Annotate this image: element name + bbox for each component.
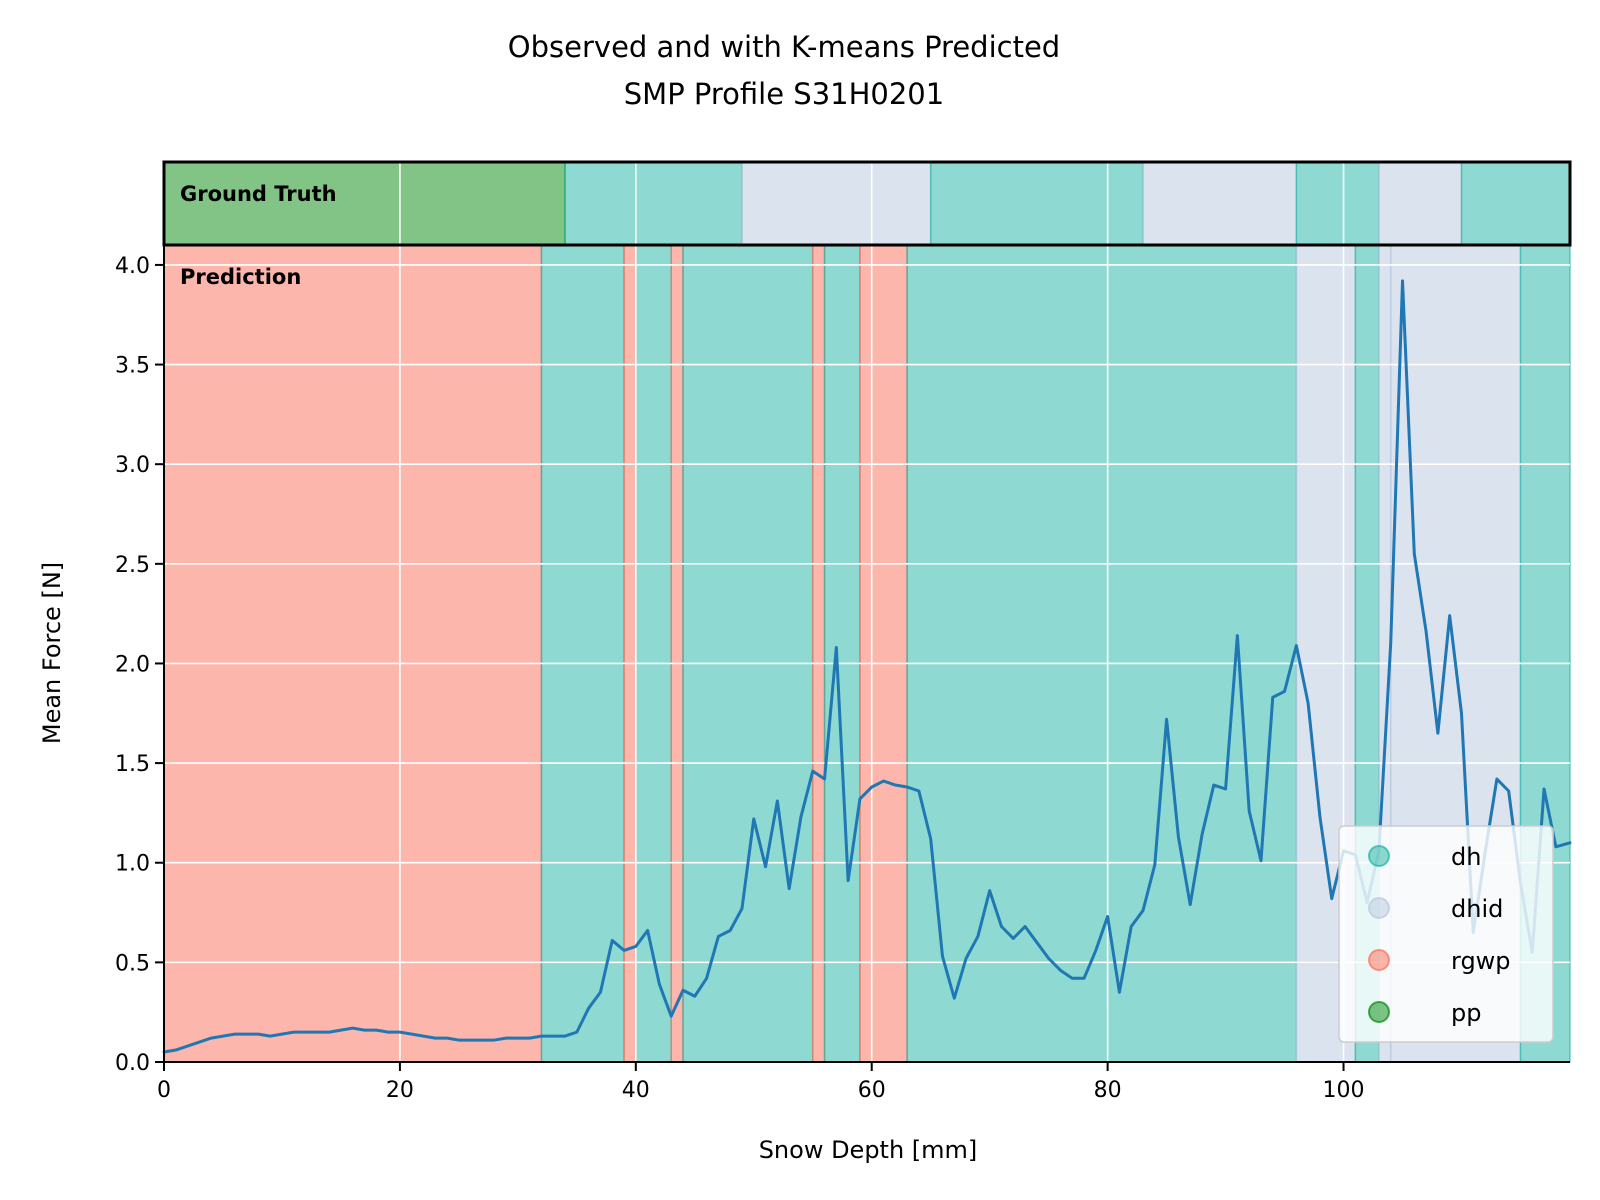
legend-marker-pp bbox=[1368, 1001, 1390, 1023]
legend: dh dhid rgwp pp bbox=[1338, 825, 1554, 1043]
ground-truth-segment-pp bbox=[163, 161, 566, 246]
ground-truth-segment-dh bbox=[564, 161, 743, 246]
y-tick-label: 3.0 bbox=[115, 453, 150, 478]
prediction-segment-dh bbox=[823, 244, 861, 1063]
y-tick-label: 1.5 bbox=[115, 752, 150, 777]
legend-marker-dhid bbox=[1368, 897, 1390, 919]
ground-truth-segment-dh bbox=[1295, 161, 1380, 246]
prediction-label: Prediction bbox=[180, 265, 301, 289]
y-tick-label: 0.0 bbox=[115, 1051, 150, 1076]
y-tick-label: 3.5 bbox=[115, 354, 150, 379]
y-tick-label: 2.5 bbox=[115, 553, 150, 578]
chart-title-line1: Observed and with K-means Predicted bbox=[508, 30, 1060, 64]
legend-marker-rgwp bbox=[1368, 949, 1390, 971]
prediction-segment-rgwp bbox=[163, 244, 543, 1063]
legend-box bbox=[1338, 825, 1554, 1043]
ground-truth-frame bbox=[162, 160, 1572, 247]
legend-label-dh: dh bbox=[1451, 843, 1481, 871]
x-tick-label: 40 bbox=[622, 1078, 650, 1103]
axes-frame bbox=[162, 160, 1572, 1063]
x-tick-label: 60 bbox=[858, 1078, 886, 1103]
x-tick-label: 100 bbox=[1323, 1078, 1365, 1103]
y-tick-label: 2.0 bbox=[115, 652, 150, 677]
ground-truth-segment-dhid bbox=[741, 161, 932, 246]
ground-truth-segment-dhid bbox=[1142, 161, 1298, 246]
legend-label-pp: pp bbox=[1451, 999, 1481, 1027]
y-axis: 0.0 0.5 1.0 1.5 2.0 2.5 3.0 3.5 4.0 bbox=[115, 254, 164, 1076]
legend-marker-dh bbox=[1368, 845, 1390, 867]
ground-truth-label: Ground Truth bbox=[180, 182, 337, 206]
series-line-layer bbox=[162, 279, 1572, 1054]
x-axis-label: Snow Depth [mm] bbox=[759, 1136, 978, 1164]
series-line bbox=[162, 279, 1572, 1054]
legend-label-dhid: dhid bbox=[1451, 895, 1503, 923]
x-tick-label: 80 bbox=[1094, 1078, 1122, 1103]
y-tick-label: 4.0 bbox=[115, 254, 150, 279]
x-tick-label: 0 bbox=[157, 1078, 171, 1103]
prediction-segment-rgwp bbox=[811, 244, 826, 1063]
prediction-segment-rgwp bbox=[859, 244, 908, 1063]
prediction-segment-rgwp bbox=[623, 244, 637, 1063]
chart-title-line2: SMP Profile S31H0201 bbox=[624, 77, 944, 111]
ground-truth-segment-dh bbox=[929, 161, 1144, 246]
y-tick-label: 1.0 bbox=[115, 852, 150, 877]
ground-truth-segment-dhid bbox=[1378, 161, 1463, 246]
ground-truth-panel bbox=[163, 161, 1571, 246]
y-axis-label: Mean Force [N] bbox=[38, 562, 66, 744]
x-tick-label: 20 bbox=[386, 1078, 414, 1103]
prediction-segment-rgwp bbox=[670, 244, 684, 1063]
legend-label-rgwp: rgwp bbox=[1451, 947, 1511, 975]
y-tick-label: 0.5 bbox=[115, 951, 150, 976]
prediction-segment-dh bbox=[682, 244, 814, 1063]
x-axis: 0 20 40 60 80 100 bbox=[157, 1062, 1365, 1103]
ground-truth-segment-dh bbox=[1460, 161, 1571, 246]
